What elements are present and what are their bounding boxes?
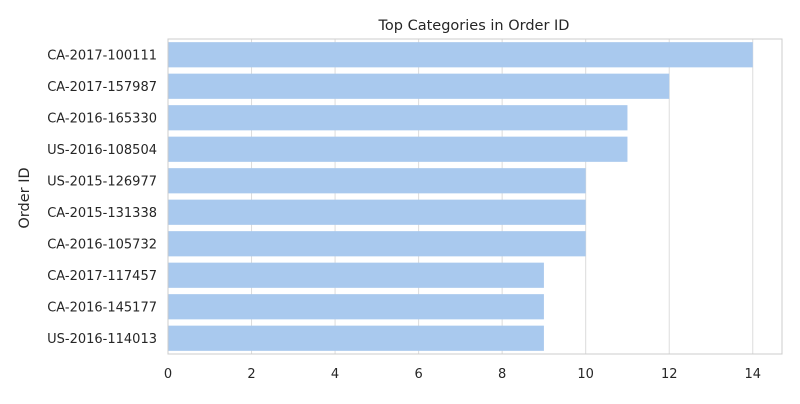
bar — [168, 294, 544, 320]
bar — [168, 73, 670, 99]
y-tick-label: US-2016-108504 — [47, 143, 157, 158]
x-tick-label: 12 — [661, 367, 678, 382]
y-tick-label: CA-2017-157987 — [47, 80, 157, 95]
y-tick-label: CA-2017-100111 — [47, 48, 157, 63]
bar — [168, 199, 586, 225]
x-tick-label: 8 — [498, 367, 506, 382]
y-tick-label: US-2015-126977 — [47, 174, 157, 189]
bar — [168, 262, 544, 288]
y-tick-label: CA-2017-117457 — [47, 269, 157, 284]
x-tick-label: 14 — [744, 367, 761, 382]
x-tick-label: 6 — [414, 367, 422, 382]
y-tick-label: CA-2016-105732 — [47, 237, 157, 252]
y-tick-labels: CA-2017-100111 CA-2017-157987 CA-2016-1653… — [47, 48, 157, 347]
chart-title: Top Categories in Order ID — [378, 18, 570, 34]
y-tick-label: CA-2015-131338 — [47, 206, 157, 221]
x-tick-label: 10 — [577, 367, 594, 382]
bar — [168, 42, 753, 68]
x-tick-label: 0 — [164, 367, 172, 382]
y-axis-label: Order ID — [17, 167, 33, 228]
x-tick-labels: 0 2 4 6 8 10 12 14 — [164, 367, 761, 382]
bar — [168, 168, 586, 194]
bar — [168, 325, 544, 351]
y-tick-label: CA-2016-145177 — [47, 300, 157, 315]
x-tick-label: 4 — [331, 367, 339, 382]
x-tick-label: 2 — [247, 367, 255, 382]
bar — [168, 231, 586, 257]
bars — [168, 42, 753, 351]
y-tick-label: CA-2016-165330 — [47, 111, 157, 126]
bar — [168, 136, 628, 162]
plot-frame — [167, 38, 783, 355]
y-tick-label: US-2016-114013 — [47, 332, 157, 347]
bar — [168, 105, 628, 131]
